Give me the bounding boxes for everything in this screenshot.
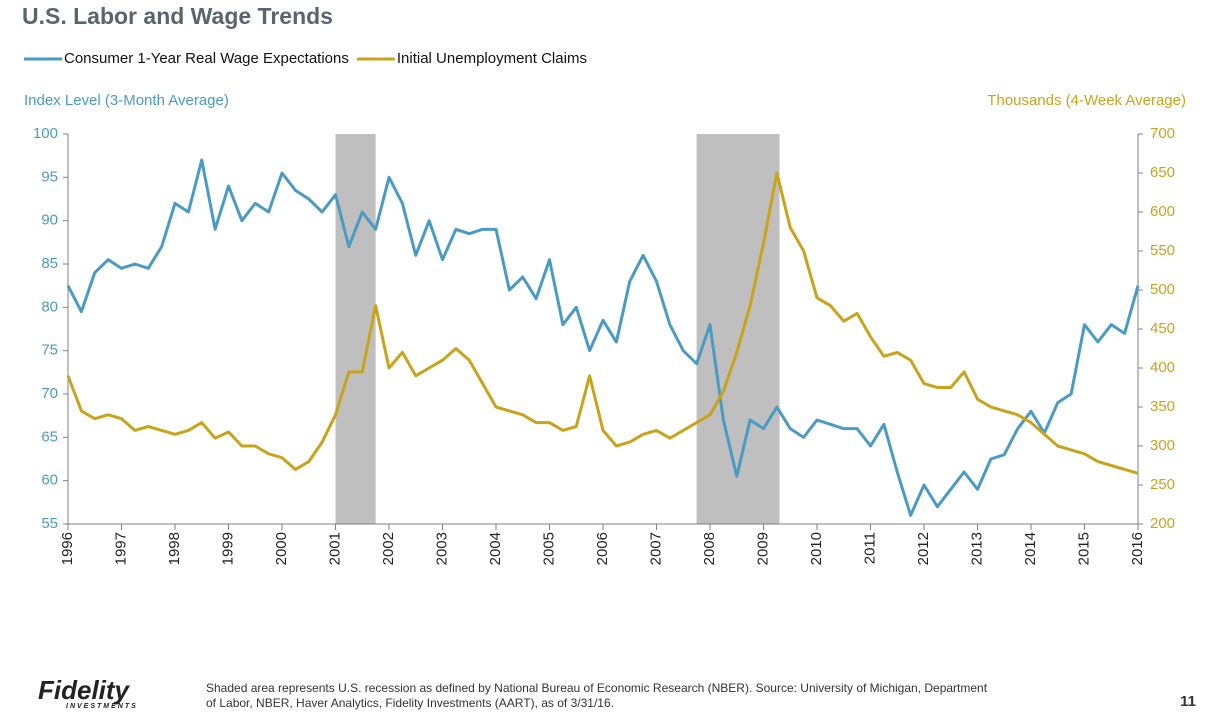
x-tick-label: 2011: [861, 532, 878, 564]
y-tick-label: 90: [41, 212, 58, 229]
x-tick-label: 2013: [968, 532, 985, 565]
x-tick-label: 2007: [647, 532, 664, 565]
x-tick-label: 2016: [1129, 532, 1146, 565]
x-tick-label: 2004: [487, 532, 504, 565]
page-number: 11: [1180, 693, 1196, 710]
x-tick-label: 1997: [112, 532, 129, 565]
x-tick-label: 1999: [219, 532, 236, 565]
y2-tick-label: 450: [1150, 320, 1175, 337]
logo-tagline: INVESTMENTS: [66, 703, 138, 710]
y-tick-label: 65: [41, 428, 58, 445]
x-tick-label: 2008: [701, 532, 718, 565]
y-tick-label: 100: [33, 125, 58, 142]
series-line: [66, 158, 1140, 517]
y2-tick-label: 350: [1150, 398, 1175, 415]
y2-tick-label: 300: [1150, 437, 1175, 454]
recession-band: [335, 134, 376, 524]
y2-tick-label: 700: [1150, 125, 1175, 142]
y-tick-label: 60: [41, 472, 58, 489]
x-tick-label: 2002: [380, 532, 397, 565]
y-tick-label: 55: [41, 515, 58, 532]
y2-tick-label: 200: [1150, 515, 1175, 532]
series-line: [66, 171, 1139, 475]
x-tick-label: 2006: [594, 532, 611, 565]
x-tick-label: 2015: [1075, 532, 1092, 565]
footnote: Shaded area represents U.S. recession as…: [206, 681, 988, 695]
y-tick-label: 80: [41, 298, 58, 315]
y2-tick-label: 400: [1150, 359, 1175, 376]
y-tick-label: 70: [41, 385, 58, 402]
x-tick-label: 1996: [59, 532, 76, 565]
y-tick-label: 95: [41, 168, 58, 185]
y2-tick-label: 250: [1150, 476, 1175, 493]
logo: Fidelity: [38, 675, 131, 705]
y2-tick-label: 600: [1150, 203, 1175, 220]
x-tick-label: 2000: [273, 532, 290, 565]
footnote: of Labor, NBER, Haver Analytics, Fidelit…: [206, 696, 614, 710]
y2-tick-label: 650: [1150, 164, 1175, 181]
x-tick-label: 2012: [915, 532, 932, 565]
x-tick-label: 1998: [166, 532, 183, 565]
y2-axis-title: Thousands (4-Week Average): [987, 92, 1186, 109]
x-tick-label: 2005: [540, 532, 557, 565]
x-tick-label: 2009: [754, 532, 771, 565]
y-tick-label: 85: [41, 255, 58, 272]
x-tick-label: 2003: [433, 532, 450, 565]
y2-tick-label: 550: [1150, 242, 1175, 259]
legend-label: Consumer 1-Year Real Wage Expectations: [64, 50, 349, 67]
chart-title: U.S. Labor and Wage Trends: [22, 3, 333, 29]
x-tick-label: 2001: [326, 532, 343, 565]
y-tick-label: 75: [41, 342, 58, 359]
x-tick-label: 2014: [1022, 532, 1039, 565]
x-tick-label: 2010: [808, 532, 825, 565]
legend-label: Initial Unemployment Claims: [397, 50, 587, 67]
y2-tick-label: 500: [1150, 281, 1175, 298]
y-axis-title: Index Level (3-Month Average): [24, 92, 229, 109]
